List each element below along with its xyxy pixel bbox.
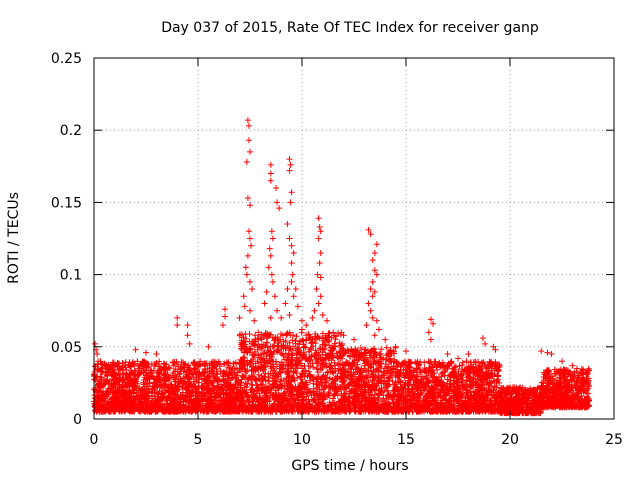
data-point — [157, 363, 164, 370]
chart-title: Day 037 of 2015, Rate Of TEC Index for r… — [161, 20, 539, 36]
data-point — [183, 368, 190, 375]
data-point — [174, 393, 181, 400]
data-point — [208, 364, 215, 371]
data-point — [214, 384, 221, 391]
data-point — [211, 375, 218, 382]
data-point — [216, 376, 223, 383]
data-point — [170, 362, 177, 369]
data-point — [120, 370, 127, 377]
data-point — [158, 390, 165, 397]
data-point — [115, 370, 122, 377]
data-point — [223, 379, 230, 386]
data-point — [99, 383, 106, 390]
data-point — [146, 370, 153, 377]
data-point — [155, 390, 162, 397]
data-point — [150, 367, 157, 374]
data-point — [106, 389, 113, 396]
data-point — [107, 365, 114, 372]
data-point — [163, 361, 170, 368]
data-point — [99, 364, 106, 371]
data-points — [91, 117, 593, 417]
data-point — [160, 360, 167, 367]
data-point — [164, 371, 171, 378]
data-point — [190, 359, 197, 366]
data-point — [99, 388, 106, 395]
data-point — [131, 396, 138, 403]
data-point — [110, 381, 117, 388]
data-point — [111, 402, 118, 409]
data-point — [188, 370, 195, 377]
data-point — [230, 360, 237, 367]
data-point — [171, 382, 178, 389]
data-point — [214, 371, 221, 378]
data-point — [216, 402, 223, 409]
data-point — [94, 388, 101, 395]
data-point — [184, 362, 191, 369]
data-point — [161, 382, 168, 389]
data-point — [155, 369, 162, 376]
data-point — [131, 408, 138, 415]
data-point — [196, 361, 203, 368]
data-point — [98, 376, 105, 383]
data-point — [189, 388, 196, 395]
data-point — [140, 363, 147, 370]
data-point — [177, 366, 184, 373]
data-point — [141, 383, 148, 390]
data-point — [122, 359, 129, 366]
data-point — [108, 396, 115, 403]
data-point — [182, 374, 189, 381]
data-point — [231, 385, 238, 392]
data-point — [162, 370, 169, 377]
data-point — [201, 394, 208, 401]
data-point — [138, 394, 145, 401]
data-point — [223, 359, 230, 366]
data-point — [95, 366, 102, 373]
data-point — [220, 368, 227, 375]
data-point — [135, 365, 142, 372]
data-point — [120, 400, 127, 407]
data-point — [162, 408, 169, 415]
data-point — [109, 359, 116, 366]
data-point — [173, 358, 180, 365]
grid — [94, 58, 614, 419]
data-point — [214, 377, 221, 384]
data-point — [99, 391, 106, 398]
data-point — [126, 381, 133, 388]
data-point — [123, 366, 130, 373]
data-point — [227, 364, 234, 371]
data-point — [188, 389, 195, 396]
